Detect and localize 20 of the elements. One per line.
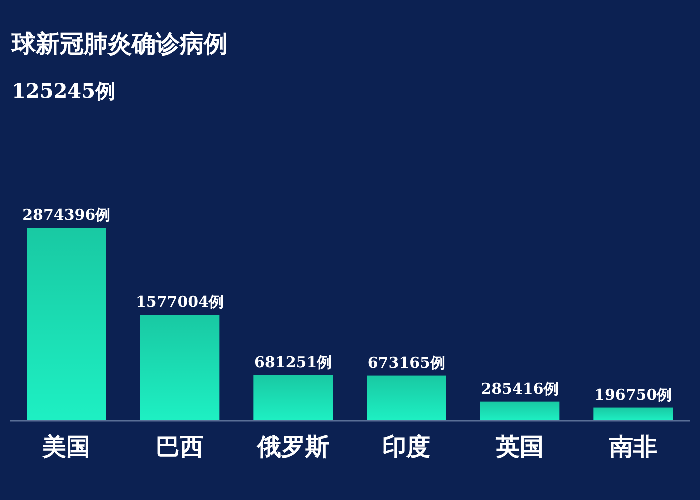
data-label: 2874396例: [22, 206, 111, 224]
x-tick-label: 英国: [495, 432, 544, 461]
data-label: 681251例: [254, 353, 332, 372]
bar: [594, 408, 673, 421]
data-label: 1577004例: [136, 293, 224, 312]
data-label: 196750例: [594, 386, 672, 404]
x-tick-label: 美国: [42, 432, 91, 461]
x-tick-label: 印度: [382, 432, 431, 461]
bar: [480, 402, 560, 421]
chart-title: 球新冠肺炎确诊病例: [11, 30, 228, 58]
data-label: 673165例: [368, 354, 446, 372]
x-tick-label: 俄罗斯: [256, 432, 330, 461]
bar: [367, 376, 446, 421]
bar: [254, 375, 333, 421]
bar: [27, 228, 106, 421]
x-tick-label: 巴西: [156, 432, 204, 461]
chart-subtitle: 125245例: [12, 79, 116, 103]
bar: [140, 315, 220, 421]
data-label: 285416例: [481, 380, 559, 398]
x-tick-label: 南非: [608, 432, 658, 461]
